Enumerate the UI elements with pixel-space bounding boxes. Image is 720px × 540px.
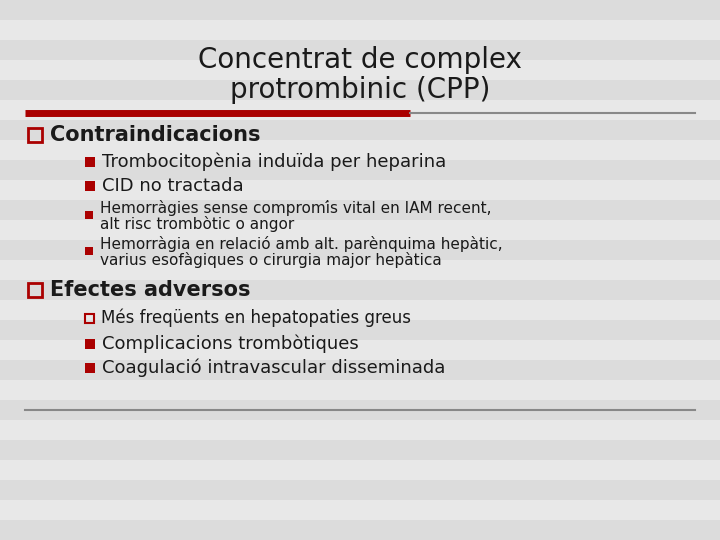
Text: Efectes adversos: Efectes adversos [50, 280, 251, 300]
Bar [0, 520, 720, 540]
Bar [0, 340, 720, 360]
Bar [0, 40, 720, 60]
Bar [0, 60, 720, 80]
Text: Hemorràgia en relació amb alt. parènquima hepàtic,: Hemorràgia en relació amb alt. parènquim… [100, 236, 503, 252]
Bar [0, 160, 720, 180]
Text: Complicacions trombòtiques: Complicacions trombòtiques [102, 335, 359, 353]
Bar [28, 283, 42, 297]
Bar [85, 157, 95, 167]
Bar [85, 211, 93, 219]
Bar [0, 140, 720, 160]
Text: Contraindicacions: Contraindicacions [50, 125, 261, 145]
Bar [28, 128, 42, 142]
Bar [0, 460, 720, 480]
Bar [0, 240, 720, 260]
Bar [0, 200, 720, 220]
Bar [0, 220, 720, 240]
Bar [85, 314, 94, 322]
Bar [0, 100, 720, 120]
Bar [0, 360, 720, 380]
Text: Concentrat de complex: Concentrat de complex [198, 46, 522, 74]
Text: alt risc trombòtic o angor: alt risc trombòtic o angor [100, 216, 294, 232]
Text: Coagulació intravascular disseminada: Coagulació intravascular disseminada [102, 359, 446, 377]
Bar [0, 480, 720, 500]
Bar [0, 320, 720, 340]
Bar [85, 363, 95, 373]
Bar [0, 80, 720, 100]
Text: varius esofàgiques o cirurgia major hepàtica: varius esofàgiques o cirurgia major hepà… [100, 252, 442, 268]
Bar [0, 120, 720, 140]
Text: protrombinic (CPP): protrombinic (CPP) [230, 76, 490, 104]
Bar [0, 400, 720, 420]
Bar [0, 300, 720, 320]
Bar [0, 500, 720, 520]
Bar [0, 280, 720, 300]
Bar [0, 20, 720, 40]
Text: CID no tractada: CID no tractada [102, 177, 243, 195]
Text: Més freqüents en hepatopaties greus: Més freqüents en hepatopaties greus [101, 309, 411, 327]
Bar [0, 0, 720, 20]
Text: Hemorràgies sense compromís vital en IAM recent,: Hemorràgies sense compromís vital en IA… [100, 200, 492, 216]
Bar [0, 440, 720, 460]
Bar [85, 339, 95, 349]
Text: Trombocitopènia induïda per heparina: Trombocitopènia induïda per heparina [102, 153, 446, 171]
Bar [0, 420, 720, 440]
Bar [0, 180, 720, 200]
Bar [85, 247, 93, 255]
Bar [85, 181, 95, 191]
Bar [0, 380, 720, 400]
Bar [0, 260, 720, 280]
